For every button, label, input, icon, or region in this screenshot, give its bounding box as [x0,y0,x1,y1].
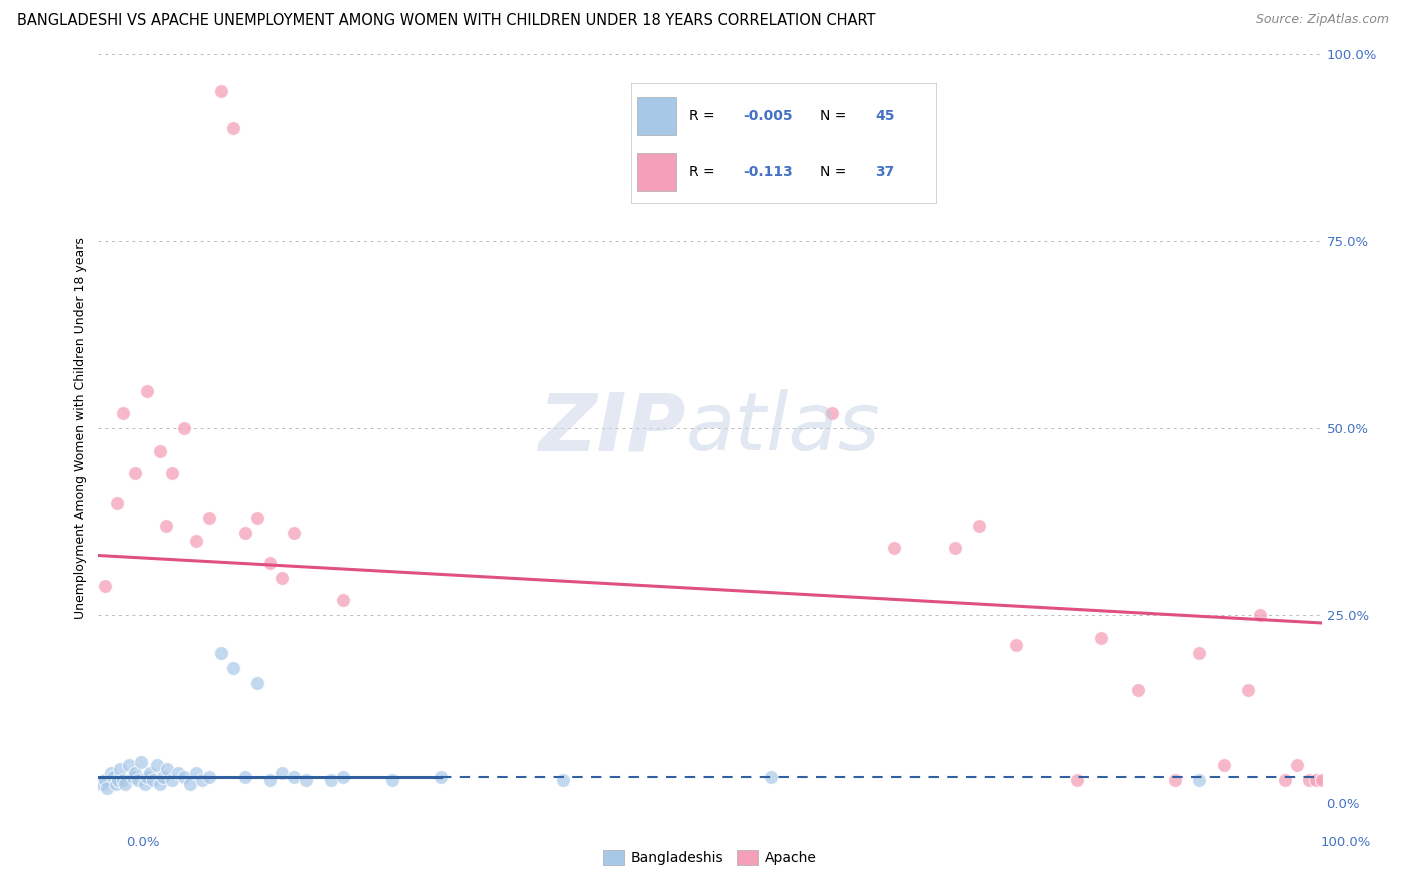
Point [156,762,179,776]
Point [136,770,159,784]
Text: ZIP: ZIP [538,389,686,467]
Point [1066,773,1088,788]
Point [222,661,245,675]
Point [93,578,115,592]
Point [761,770,783,784]
Point [1212,758,1234,772]
Point [246,676,269,690]
Point [1188,773,1211,788]
Point [259,773,281,788]
Point [553,773,575,788]
Point [821,406,844,420]
Text: BANGLADESHI VS APACHE UNEMPLOYMENT AMONG WOMEN WITH CHILDREN UNDER 18 YEARS CORR: BANGLADESHI VS APACHE UNEMPLOYMENT AMONG… [17,13,876,29]
Point [146,758,169,772]
Point [270,765,294,780]
Point [124,466,146,480]
Point [107,773,129,788]
Point [197,770,219,784]
Point [127,773,149,788]
Point [209,646,232,660]
Point [186,533,208,548]
Point [1164,773,1187,788]
Point [93,773,115,788]
Point [233,526,256,541]
Point [191,773,214,788]
Point [1305,773,1327,788]
Point [155,518,177,533]
Point [233,770,256,784]
Point [129,755,152,769]
Point [118,758,141,772]
Point [179,777,201,791]
Point [139,765,162,780]
Point [1090,631,1112,645]
Point [110,762,132,776]
Point [160,466,183,480]
Point [283,770,305,784]
Point [943,541,966,555]
Y-axis label: Unemployment Among Women with Children Under 18 years: Unemployment Among Women with Children U… [75,237,87,619]
Point [1188,646,1211,660]
Point [91,777,114,791]
Point [1128,683,1150,698]
Point [149,443,172,458]
Point [96,780,118,795]
Point [105,496,128,510]
Point [1004,639,1026,653]
Point [121,770,143,784]
Point [967,518,990,533]
Point [167,765,190,780]
Text: 100.0%: 100.0% [1320,837,1371,849]
Text: Source: ZipAtlas.com: Source: ZipAtlas.com [1256,13,1389,27]
Point [186,765,208,780]
Point [295,773,318,788]
Point [152,770,174,784]
Point [160,773,183,788]
Point [101,770,124,784]
Point [1310,773,1333,788]
Point [209,84,232,98]
Point [332,770,354,784]
Point [173,421,195,435]
Point [1250,608,1272,623]
Point [1237,683,1260,698]
Point [381,773,404,788]
Point [124,765,146,780]
Point [270,571,294,585]
Text: 0.0%: 0.0% [127,837,160,849]
Point [104,777,127,791]
Point [1298,773,1320,788]
Point [111,406,134,420]
Point [134,777,156,791]
Point [1274,773,1296,788]
Point [259,556,281,570]
Point [283,526,305,541]
Point [142,773,165,788]
Text: atlas: atlas [686,389,880,467]
Point [222,121,245,136]
Point [430,770,453,784]
Point [246,511,269,525]
Point [100,765,122,780]
Point [1286,758,1309,772]
Point [114,777,136,791]
Point [173,770,195,784]
Legend: Bangladeshis, Apache: Bangladeshis, Apache [598,845,823,871]
Point [197,511,219,525]
Point [111,773,134,788]
Point [332,593,354,607]
Point [149,777,172,791]
Point [136,384,159,398]
Point [883,541,905,555]
Point [319,773,342,788]
